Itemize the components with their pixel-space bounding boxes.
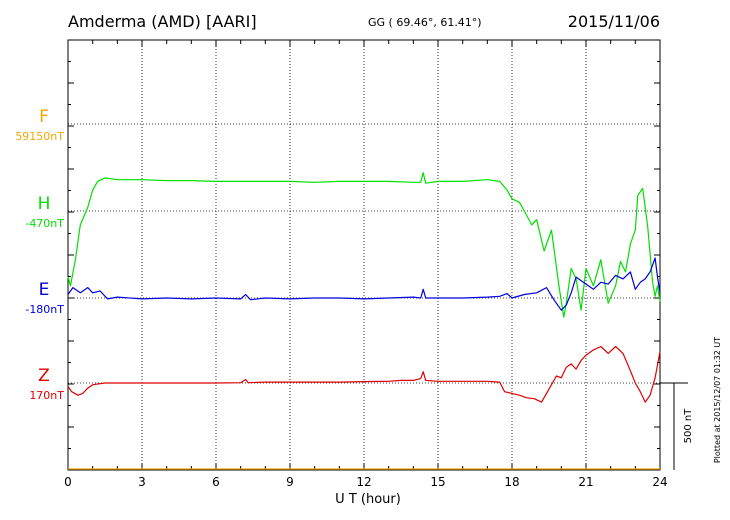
series-labels: F 59150nT H -470nT E -180nT Z 170nT [15, 107, 64, 402]
plot-frame [67, 39, 661, 471]
station-title: Amderma (AMD) [AARI] [68, 12, 257, 31]
x-tick-label: 12 [356, 475, 371, 489]
series-name-F: F [39, 107, 49, 127]
station-coords: GG ( 69.46°, 61.41°) [368, 16, 482, 29]
x-tick-label: 18 [504, 475, 519, 489]
axis-ticks [67, 40, 661, 470]
x-tick-label: 24 [652, 475, 667, 489]
series-line-H [67, 172, 661, 318]
x-tick-label: 6 [212, 475, 220, 489]
series-name-E: E [39, 280, 50, 300]
plotted-at-note: Plotted at 2015/12/07 01:32 UT [713, 337, 722, 463]
series-baseline-Z: 170nT [29, 389, 64, 402]
x-tick-labels: 0 3 6 9 12 15 18 21 24 [64, 475, 667, 489]
series-lines [67, 172, 661, 470]
x-tick-label: 15 [430, 475, 445, 489]
grid-lines [68, 40, 660, 470]
series-baseline-H: -470nT [25, 217, 64, 230]
x-tick-label: 21 [578, 475, 593, 489]
series-line-E [67, 257, 661, 311]
series-baseline-F: 59150nT [15, 130, 64, 143]
x-tick-label: 3 [138, 475, 146, 489]
x-axis-label: U T (hour) [335, 492, 401, 507]
chart-date: 2015/11/06 [568, 12, 660, 31]
scale-bar-label: 500 nT [683, 408, 694, 444]
scale-bar: 500 nT [660, 382, 694, 470]
series-baseline-E: -180nT [25, 303, 64, 316]
series-name-H: H [38, 194, 51, 214]
series-line-Z [67, 345, 661, 403]
series-name-Z: Z [38, 366, 50, 386]
x-tick-label: 0 [64, 475, 72, 489]
x-tick-label: 9 [286, 475, 294, 489]
